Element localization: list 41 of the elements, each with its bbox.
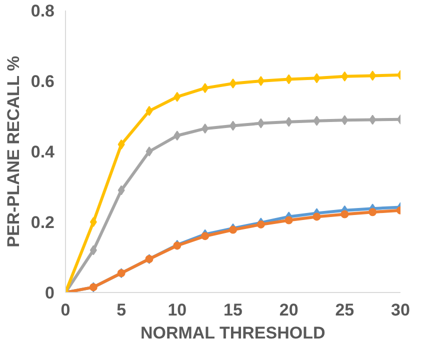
point: [257, 118, 264, 128]
y-tick-label: 0.6: [30, 72, 55, 91]
y-tick-label: 0.8: [30, 2, 55, 20]
point: [368, 208, 377, 216]
point: [174, 130, 181, 141]
point: [118, 139, 125, 150]
point: [369, 70, 376, 81]
x-tick-label: 5: [116, 300, 126, 320]
x-axis-title: NORMAL THRESHOLD: [140, 324, 326, 342]
x-tick-label: 30: [391, 300, 410, 320]
point: [312, 212, 321, 221]
y-tick-label: 0.2: [30, 213, 55, 232]
point: [341, 71, 348, 82]
point: [257, 76, 264, 86]
point: [284, 216, 293, 224]
point: [201, 232, 210, 240]
point: [313, 116, 320, 126]
point: [369, 114, 376, 125]
point: [256, 220, 265, 228]
point: [202, 83, 209, 94]
point: [285, 116, 292, 127]
point: [341, 115, 348, 126]
x-tick-label: 20: [279, 300, 298, 320]
point: [118, 185, 125, 196]
x-tick-label: 25: [335, 300, 354, 320]
point: [90, 245, 97, 256]
point: [202, 124, 209, 134]
x-tick-label: 10: [168, 300, 187, 320]
y-tick-label: 0: [45, 284, 55, 302]
point: [229, 226, 237, 234]
point: [174, 92, 181, 102]
point: [146, 146, 153, 156]
point: [285, 74, 292, 84]
x-tick-label: 15: [224, 300, 242, 320]
point: [340, 210, 349, 218]
point: [90, 217, 97, 227]
point: [313, 73, 320, 84]
point: [146, 106, 153, 116]
y-tick-label: 0.4: [30, 142, 56, 162]
x-tick-label: 0: [60, 300, 70, 320]
y-axis-title: PER-PLANE RECALL %: [4, 56, 23, 248]
